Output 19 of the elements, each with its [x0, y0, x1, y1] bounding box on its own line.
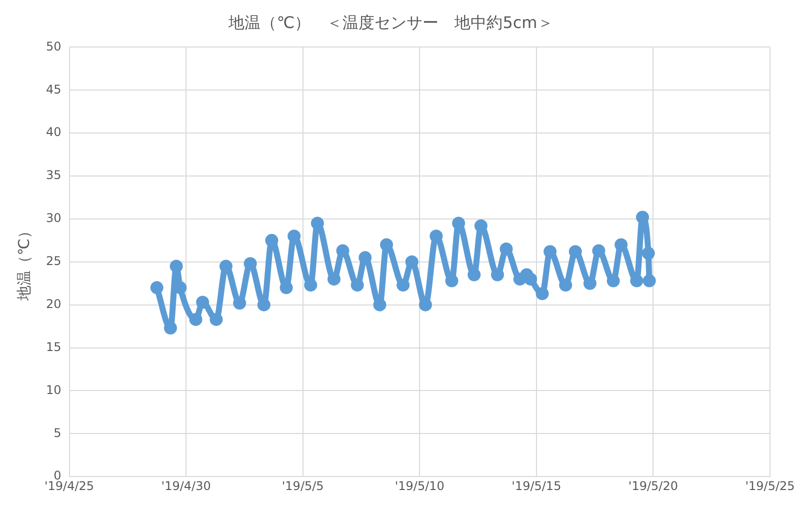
y-tick-label: 10 — [46, 382, 62, 397]
x-tick-label: '19/5/20 — [628, 478, 678, 493]
y-tick-label: 25 — [46, 254, 62, 268]
x-tick-label: '19/4/25 — [44, 478, 94, 493]
x-tick-label: '19/5/15 — [512, 478, 562, 493]
x-tick-label: '19/5/25 — [745, 478, 795, 493]
y-axis-title: 地温（℃） — [14, 223, 33, 302]
x-tick-label: '19/4/30 — [161, 478, 211, 493]
x-tick-label: '19/5/5 — [282, 478, 324, 493]
x-tick-label: '19/5/10 — [394, 478, 444, 493]
chart-title: 地温（℃） ＜温度センサー 地中約5cm＞ — [228, 12, 554, 32]
y-tick-label: 15 — [46, 340, 62, 354]
y-tick-label: 40 — [46, 125, 62, 140]
y-tick-label: 35 — [46, 168, 62, 182]
y-tick-label: 20 — [46, 296, 62, 311]
y-tick-label: 30 — [46, 211, 62, 226]
y-tick-label: 5 — [54, 426, 62, 440]
y-tick-label: 45 — [46, 82, 62, 96]
y-tick-label: 50 — [46, 39, 62, 54]
